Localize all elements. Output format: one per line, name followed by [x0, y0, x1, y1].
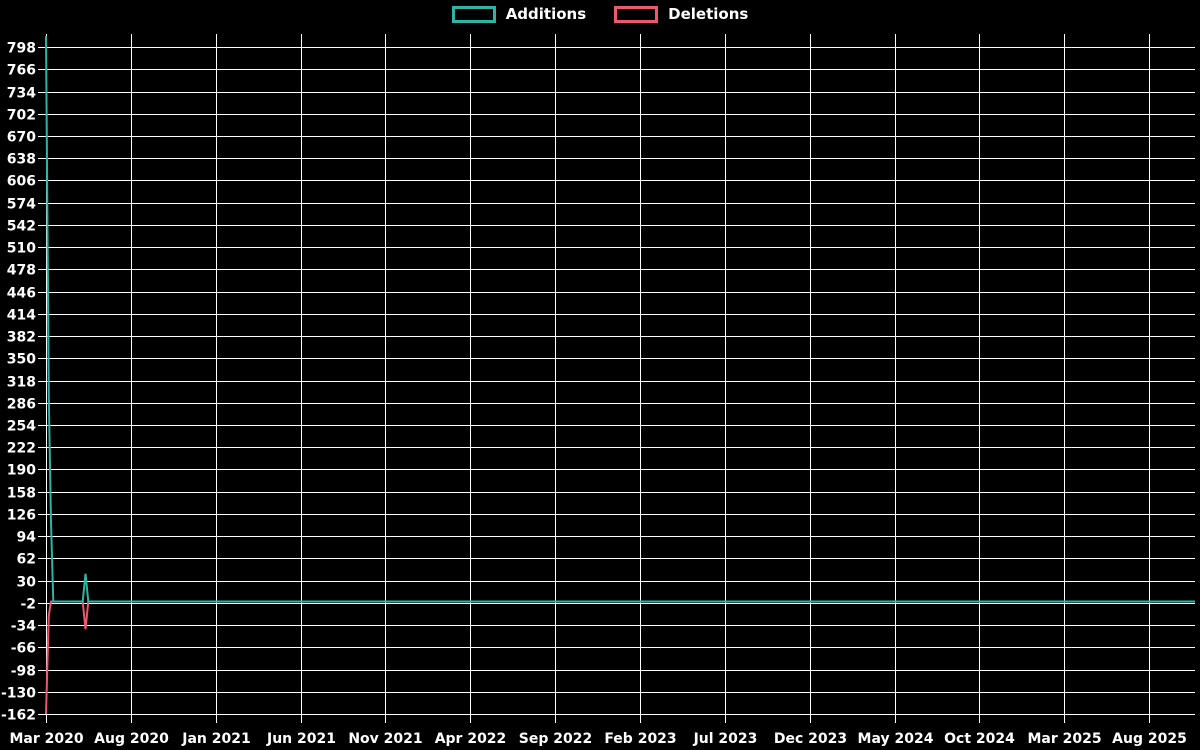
- y-axis-tick-label: 414: [7, 308, 36, 324]
- x-axis-tick-label: May 2024: [858, 731, 934, 747]
- y-axis-tick-label: 222: [7, 441, 36, 457]
- legend-item-deletions: Deletions: [614, 6, 748, 23]
- y-axis-tick-label: -162: [1, 708, 36, 724]
- y-axis-tick-label: 734: [7, 86, 36, 102]
- y-axis-tick-label: 286: [7, 397, 36, 413]
- deletions-swatch-icon: [614, 6, 659, 23]
- y-axis-tick-label: 350: [7, 352, 36, 368]
- y-axis-tick-label: 606: [7, 174, 36, 190]
- deletions-line: [45, 600, 1195, 715]
- legend-label-deletions: Deletions: [668, 5, 749, 23]
- y-axis-tick-label: 446: [7, 286, 36, 302]
- legend-label-additions: Additions: [505, 5, 587, 23]
- y-axis-tick-label: 254: [7, 419, 36, 435]
- y-axis-tick-label: 670: [7, 130, 36, 146]
- x-axis-tick-label: Sep 2022: [519, 731, 592, 747]
- x-axis-tick-label: Oct 2024: [944, 731, 1015, 747]
- x-axis-tick-label: Jul 2023: [693, 731, 758, 747]
- x-axis-tick-label: Jan 2021: [181, 731, 250, 747]
- y-axis-tick-label: 62: [17, 552, 36, 568]
- y-axis-tick-label: 478: [7, 263, 36, 279]
- x-axis-tick-label: Nov 2021: [348, 731, 422, 747]
- y-axis-tick-label: 766: [7, 63, 36, 79]
- y-axis-tick-label: 542: [7, 219, 36, 235]
- y-axis-tick-label: 638: [7, 152, 36, 168]
- y-axis-tick-label: 574: [7, 197, 36, 213]
- chart-legend: Additions Deletions: [0, 6, 1200, 23]
- y-axis-tick-label: 798: [7, 41, 36, 57]
- y-axis-tick-label: 94: [17, 530, 37, 546]
- additions-swatch-icon: [451, 6, 496, 23]
- x-axis-tick-label: Mar 2025: [1027, 731, 1101, 747]
- x-axis-tick-label: Jun 2021: [266, 731, 336, 747]
- y-axis-tick-label: -34: [11, 619, 37, 635]
- y-axis-tick-label: 382: [7, 330, 36, 346]
- legend-item-additions: Additions: [451, 5, 587, 23]
- x-axis-tick-label: Mar 2020: [9, 731, 83, 747]
- y-axis-tick-label: 126: [7, 508, 36, 524]
- y-axis-tick-label: 318: [7, 375, 36, 391]
- x-axis-tick-label: Aug 2020: [94, 731, 169, 747]
- y-axis-tick-label: 190: [7, 463, 36, 479]
- y-axis-tick-label: 510: [7, 241, 36, 257]
- y-axis-tick-label: -130: [1, 686, 36, 702]
- y-axis-tick-label: -66: [11, 641, 36, 657]
- y-axis-tick-label: -98: [11, 664, 36, 680]
- x-axis-tick-label: Feb 2023: [604, 731, 676, 747]
- x-axis-tick-label: Apr 2022: [435, 731, 507, 747]
- x-axis-tick-label: Dec 2023: [774, 731, 847, 747]
- y-axis-tick-label: 30: [17, 575, 37, 591]
- additions-line: [45, 35, 1195, 603]
- y-axis-tick-label: -2: [20, 597, 36, 613]
- x-axis-tick-label: Aug 2025: [1112, 731, 1187, 747]
- y-axis-tick-label: 158: [7, 486, 36, 502]
- y-axis-tick-label: 702: [7, 108, 36, 124]
